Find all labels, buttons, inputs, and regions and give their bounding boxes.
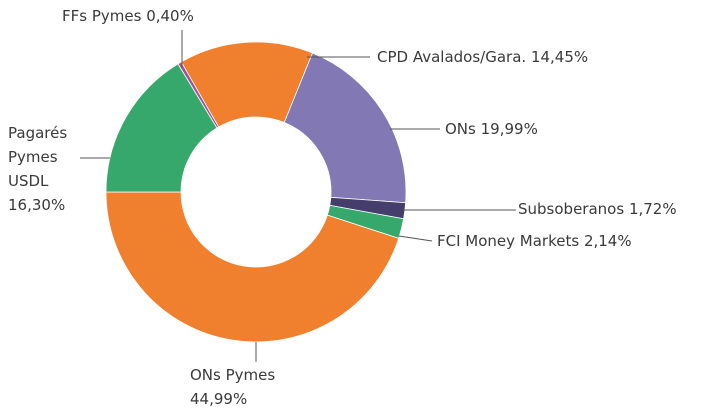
- category-name: ONs Pymes: [190, 366, 276, 384]
- category-name: Pagarés Pymes USDL: [8, 124, 68, 190]
- category-name: FCI Money Markets: [437, 232, 580, 250]
- slice-label: ONs 19,99%: [445, 117, 538, 141]
- value-label: 14,45%: [530, 48, 589, 66]
- slice-label: Pagarés Pymes USDL 16,30%: [8, 121, 86, 217]
- slice-label: Subsoberanos 1,72%: [518, 197, 677, 221]
- donut-slice: [283, 52, 407, 204]
- donut-slice: [177, 61, 220, 129]
- donut-slice: [105, 191, 400, 343]
- category-name: Subsoberanos: [518, 200, 625, 218]
- slice-label: FCI Money Markets 2,14%: [437, 229, 632, 253]
- slice-label: FFs Pymes 0,40%: [62, 4, 194, 28]
- slice-label: ONs Pymes 44,99%: [190, 363, 300, 411]
- value-label: 44,99%: [190, 390, 248, 408]
- value-label: 1,72%: [628, 200, 677, 218]
- category-name: ONs: [445, 120, 476, 138]
- donut-slice: [105, 63, 218, 193]
- value-label: 19,99%: [480, 120, 538, 138]
- slice-label: CPD Avalados/Gara. 14,45%: [377, 45, 588, 69]
- category-name: FFs Pymes: [62, 7, 142, 25]
- value-label: 16,30%: [8, 196, 66, 214]
- value-label: 0,40%: [146, 7, 194, 25]
- value-label: 2,14%: [583, 232, 632, 250]
- category-name: CPD Avalados/Gara.: [377, 48, 527, 66]
- leader-line: [398, 235, 433, 242]
